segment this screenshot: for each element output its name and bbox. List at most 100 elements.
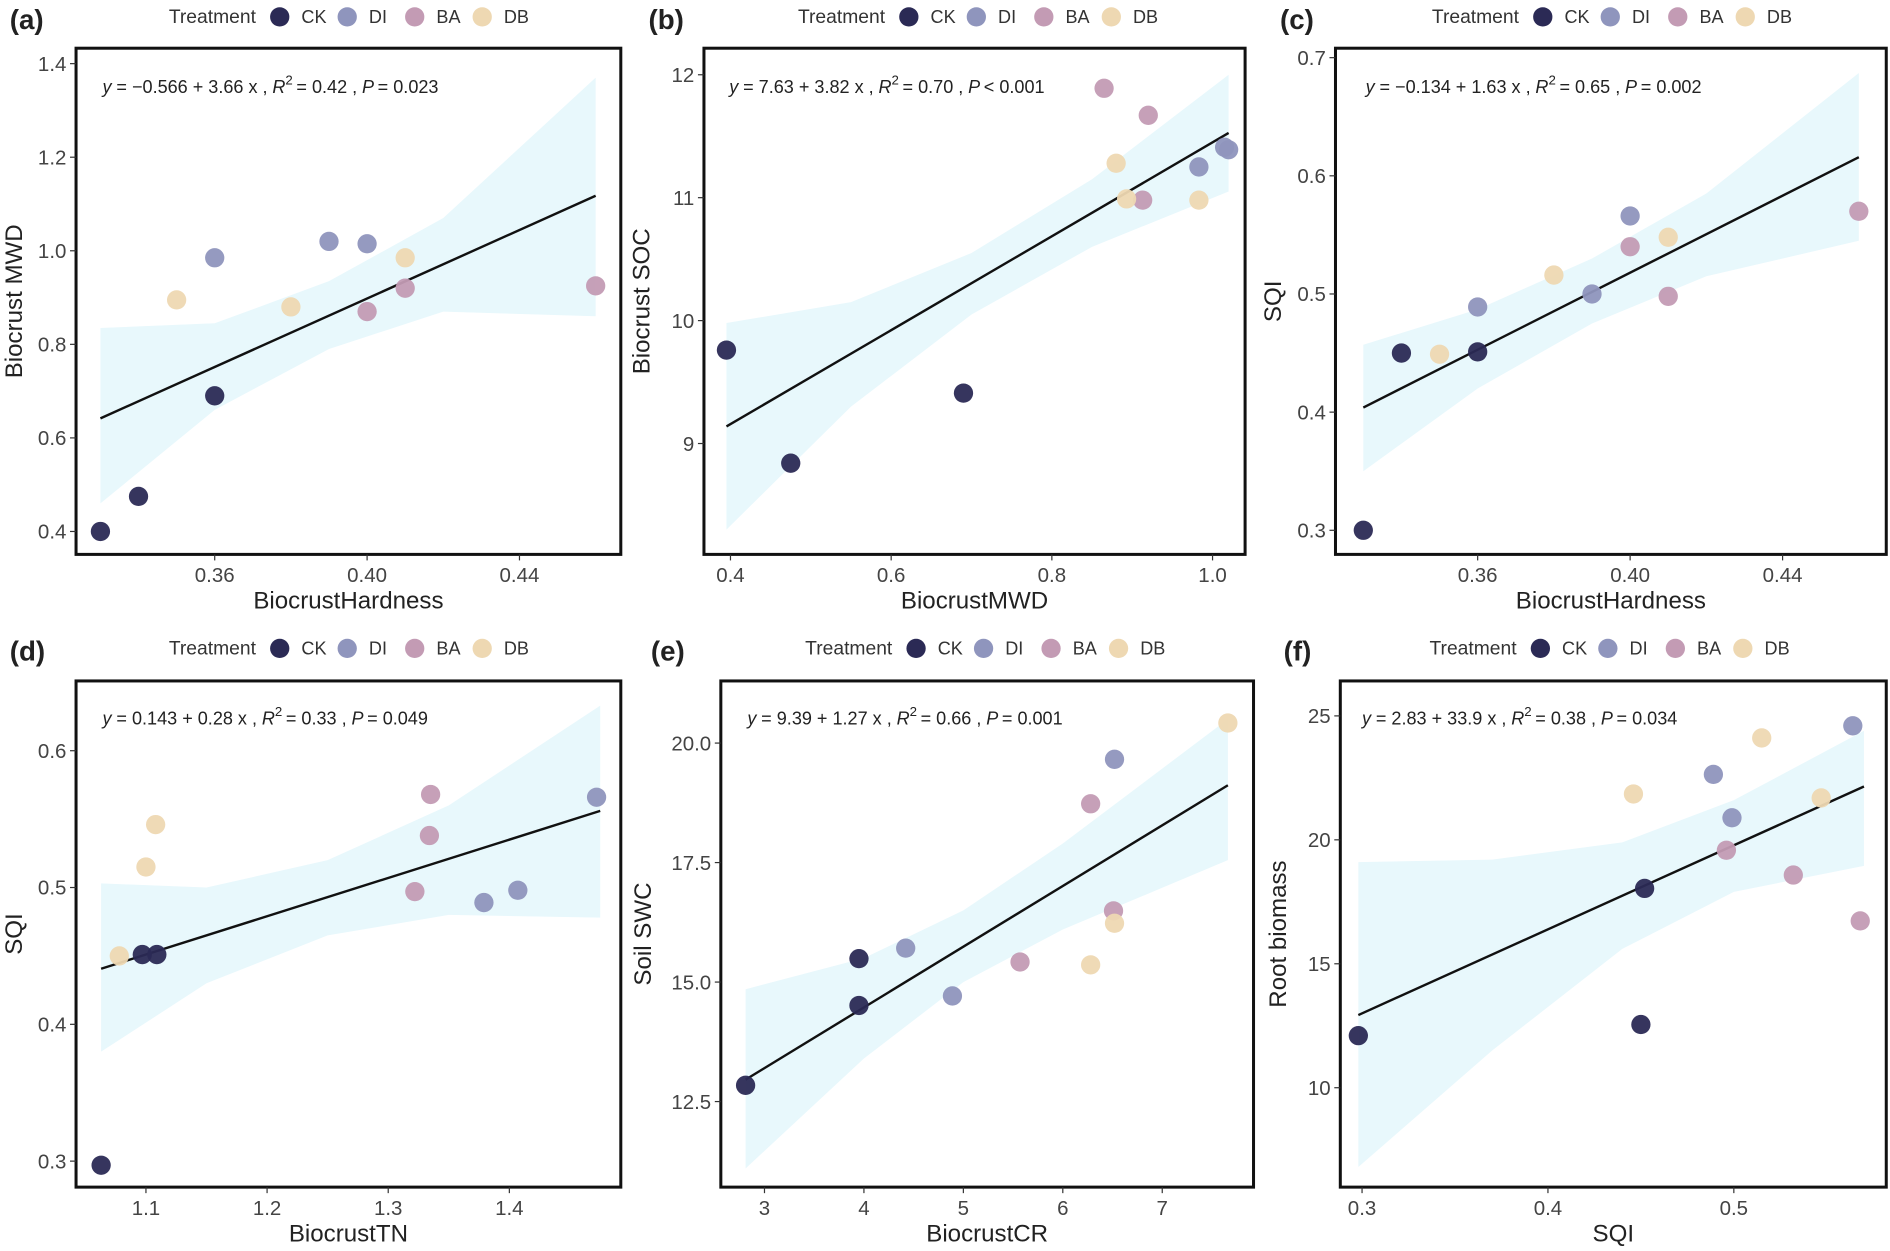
data-point-ba bbox=[1081, 794, 1101, 814]
equation-p: P bbox=[362, 77, 374, 97]
plot-frame bbox=[74, 679, 623, 1189]
x-tick-label: 1.4 bbox=[495, 1197, 523, 1220]
plot-frame bbox=[74, 46, 623, 556]
data-point-ba bbox=[395, 278, 415, 298]
data-point-ba bbox=[419, 825, 440, 846]
legend-label: BA bbox=[436, 638, 461, 658]
data-point-db bbox=[1658, 227, 1678, 247]
y-axis-title: SQI bbox=[1, 913, 28, 955]
data-point-ba bbox=[1133, 190, 1153, 210]
y-tick-label: 10 bbox=[672, 310, 695, 333]
equation-p-val: = 0.023 bbox=[378, 77, 439, 97]
y-tick-label: 0.6 bbox=[1297, 165, 1325, 188]
legend-label: DB bbox=[504, 7, 529, 27]
data-point-db bbox=[1623, 784, 1644, 804]
y-tick-label: 0.6 bbox=[38, 427, 66, 450]
plot-frame bbox=[719, 679, 1256, 1189]
data-point-di bbox=[1722, 808, 1742, 828]
data-point-ck bbox=[128, 486, 149, 507]
regression-equation: y = 0.143 + 0.28 x , R2 = 0.33 , P = 0.049 bbox=[101, 704, 428, 728]
legend-marker-db bbox=[1101, 7, 1121, 27]
confidence-band bbox=[1363, 73, 1859, 472]
legend: Treatment CK DI BA DB bbox=[798, 7, 1158, 28]
legend-label: CK bbox=[1564, 7, 1589, 27]
x-tick-label: 0.40 bbox=[347, 564, 387, 587]
equation-p: P bbox=[986, 708, 998, 728]
legend-label: BA bbox=[436, 7, 461, 27]
plot-frame bbox=[1333, 46, 1888, 556]
data-point-ba bbox=[1620, 237, 1640, 257]
regression-line bbox=[1362, 156, 1860, 409]
data-point-db bbox=[1218, 713, 1238, 733]
legend-title: Treatment bbox=[169, 7, 257, 28]
data-point-di bbox=[1620, 206, 1640, 226]
panel-c: (c) Treatment CK DI BA DB 0.36 0.40 0.44 0.3 0.4 0.… bbox=[1260, 4, 1888, 615]
legend-label: DB bbox=[1767, 7, 1792, 27]
confidence-band bbox=[745, 719, 1228, 1169]
data-point-ck bbox=[849, 949, 869, 969]
regression-line bbox=[744, 784, 1229, 1081]
legend-label: DI bbox=[369, 638, 387, 658]
legend-marker-ck bbox=[899, 7, 919, 27]
y-axis-title: SQI bbox=[1260, 281, 1287, 323]
data-point-db bbox=[1081, 955, 1101, 975]
equation-lhs: y bbox=[1360, 708, 1372, 728]
regression-equation: y = −0.134 + 1.63 x , R2 = 0.65 , P = 0.002 bbox=[1364, 72, 1702, 96]
legend-label: CK bbox=[938, 638, 963, 658]
y-tick-label: 20.0 bbox=[671, 732, 711, 755]
panel-letter: (f) bbox=[1284, 635, 1312, 666]
y-tick-label: 0.5 bbox=[38, 877, 66, 900]
legend-marker-di bbox=[1600, 7, 1620, 27]
legend-label: DI bbox=[1632, 7, 1650, 27]
data-point-ba bbox=[405, 881, 425, 902]
y-tick-label: 25 bbox=[1308, 705, 1331, 728]
y-tick-label: 0.7 bbox=[1297, 47, 1325, 70]
y-tick-label: 0.4 bbox=[38, 521, 66, 544]
legend-marker-db bbox=[1108, 638, 1129, 659]
equation-lhs: y bbox=[727, 77, 739, 97]
legend-title: Treatment bbox=[805, 638, 893, 659]
data-point-di bbox=[586, 787, 607, 807]
equation-p-val: = 0.034 bbox=[1617, 708, 1678, 728]
equation-lhs: y bbox=[745, 708, 757, 728]
regression-line bbox=[725, 131, 1230, 428]
data-point-ba bbox=[1138, 105, 1158, 125]
equation-r-val: = 0.70 , bbox=[903, 77, 964, 97]
legend: Treatment CK DI BA DB bbox=[1432, 7, 1792, 28]
data-point-db bbox=[1116, 189, 1137, 209]
data-point-db bbox=[1189, 190, 1209, 210]
panel-b: (b) Treatment CK DI BA DB 0.4 0.6 0.8 1.0 9 10 11 12 B… bbox=[629, 4, 1247, 615]
data-point-di bbox=[1218, 140, 1239, 160]
data-point-ck bbox=[1634, 878, 1655, 899]
equation-r-val: = 0.38 , bbox=[1535, 708, 1596, 728]
x-tick-label: 0.6 bbox=[877, 564, 905, 587]
legend-marker-ba bbox=[1041, 638, 1061, 659]
data-point-ba bbox=[1849, 201, 1869, 221]
equation-p-val: < 0.001 bbox=[984, 77, 1045, 97]
legend: Treatment CK DI BA DB bbox=[805, 638, 1165, 659]
data-point-ck bbox=[781, 453, 801, 473]
equation-p-val: = 0.049 bbox=[367, 708, 428, 728]
x-tick-label: 0.8 bbox=[1038, 564, 1066, 587]
regression-equation: y = 2.83 + 33.9 x , R2 = 0.38 , P = 0.034 bbox=[1360, 704, 1677, 728]
equation-p: P bbox=[1625, 77, 1637, 97]
panel-e: (e) Treatment CK DI BA DB 3 4 5 6 7 12.5 15.0 17.5 20.… bbox=[630, 635, 1256, 1247]
data-point-ck bbox=[1353, 520, 1373, 540]
x-axis-title: BiocrustHardness bbox=[1516, 588, 1706, 615]
data-point-ck bbox=[132, 944, 152, 965]
data-point-db bbox=[1544, 265, 1564, 285]
data-point-db bbox=[1429, 344, 1450, 364]
data-point-di bbox=[1104, 749, 1125, 769]
data-point-db bbox=[395, 248, 415, 268]
x-tick-label: 0.4 bbox=[1534, 1197, 1562, 1220]
x-axis-title: SQI bbox=[1593, 1220, 1635, 1247]
legend-label: BA bbox=[1699, 7, 1724, 27]
data-point-ck bbox=[205, 386, 225, 406]
legend: Treatment CK DI BA DB bbox=[169, 7, 529, 28]
legend-marker-ck bbox=[1533, 7, 1553, 27]
legend-label: DI bbox=[369, 7, 387, 27]
equation-lhs: y bbox=[101, 708, 113, 728]
legend-marker-ba bbox=[1668, 7, 1688, 27]
data-point-di bbox=[1468, 297, 1488, 317]
x-tick-label: 0.3 bbox=[1348, 1197, 1376, 1220]
